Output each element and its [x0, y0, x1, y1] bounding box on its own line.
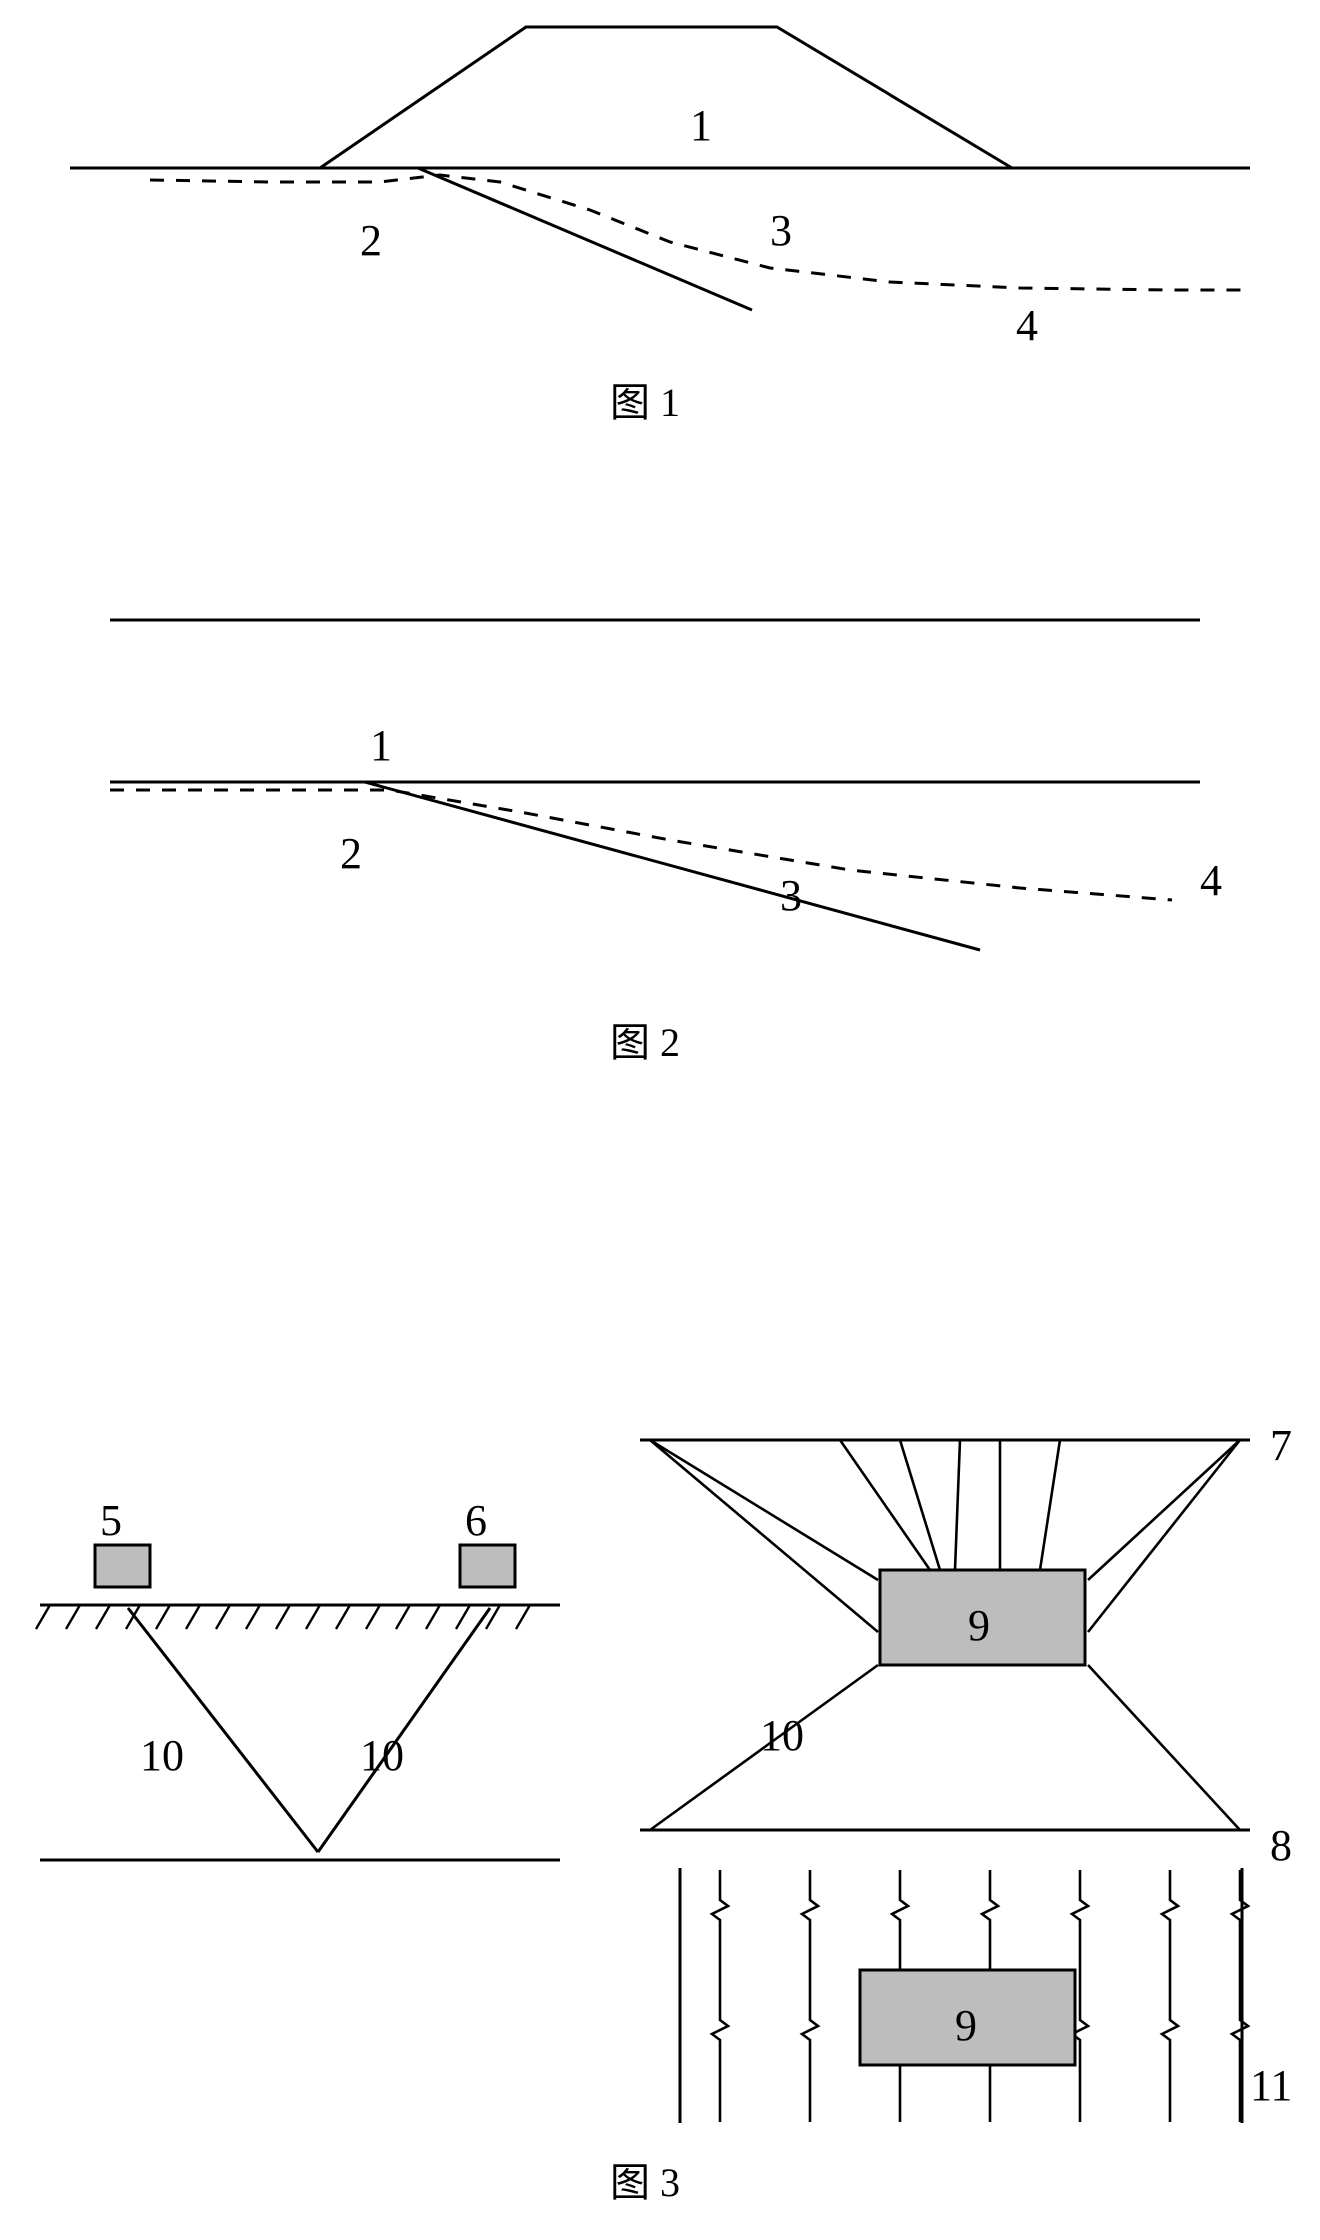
figure-2-caption: 图 2: [610, 1010, 680, 1068]
fig3-label-9a: 9: [968, 1600, 990, 1651]
fig2-label-1: 1: [370, 720, 392, 771]
fig1-label-3: 3: [770, 205, 792, 256]
fig3-label-8: 8: [1270, 1820, 1292, 1871]
fig3-label-10r: 10: [360, 1730, 404, 1781]
fig2-label-3: 3: [780, 870, 802, 921]
fig3-label-6: 6: [465, 1495, 487, 1546]
fig3-label-9b: 9: [955, 2000, 977, 2051]
fig1-label-4: 4: [1016, 300, 1038, 351]
figure-2: [70, 590, 1250, 990]
fig1-label-1: 1: [690, 100, 712, 151]
fig2-label-2: 2: [340, 828, 362, 879]
fig3-label-5: 5: [100, 1495, 122, 1546]
fig3-label-10l: 10: [140, 1730, 184, 1781]
figure-3-caption: 图 3: [610, 2150, 680, 2208]
page: 1 2 3 4 图 1 1 2 3 4 图 2 5 6 10 10 7 8 9 …: [0, 0, 1320, 2240]
fig3-label-11: 11: [1250, 2060, 1292, 2111]
figure-1-caption: 图 1: [610, 370, 680, 428]
fig1-label-2: 2: [360, 215, 382, 266]
fig3-label-7: 7: [1270, 1420, 1292, 1471]
fig3-label-10: 10: [760, 1710, 804, 1761]
figure-1: [70, 10, 1250, 350]
fig2-label-4: 4: [1200, 855, 1222, 906]
figure-3: [0, 1330, 1320, 2130]
